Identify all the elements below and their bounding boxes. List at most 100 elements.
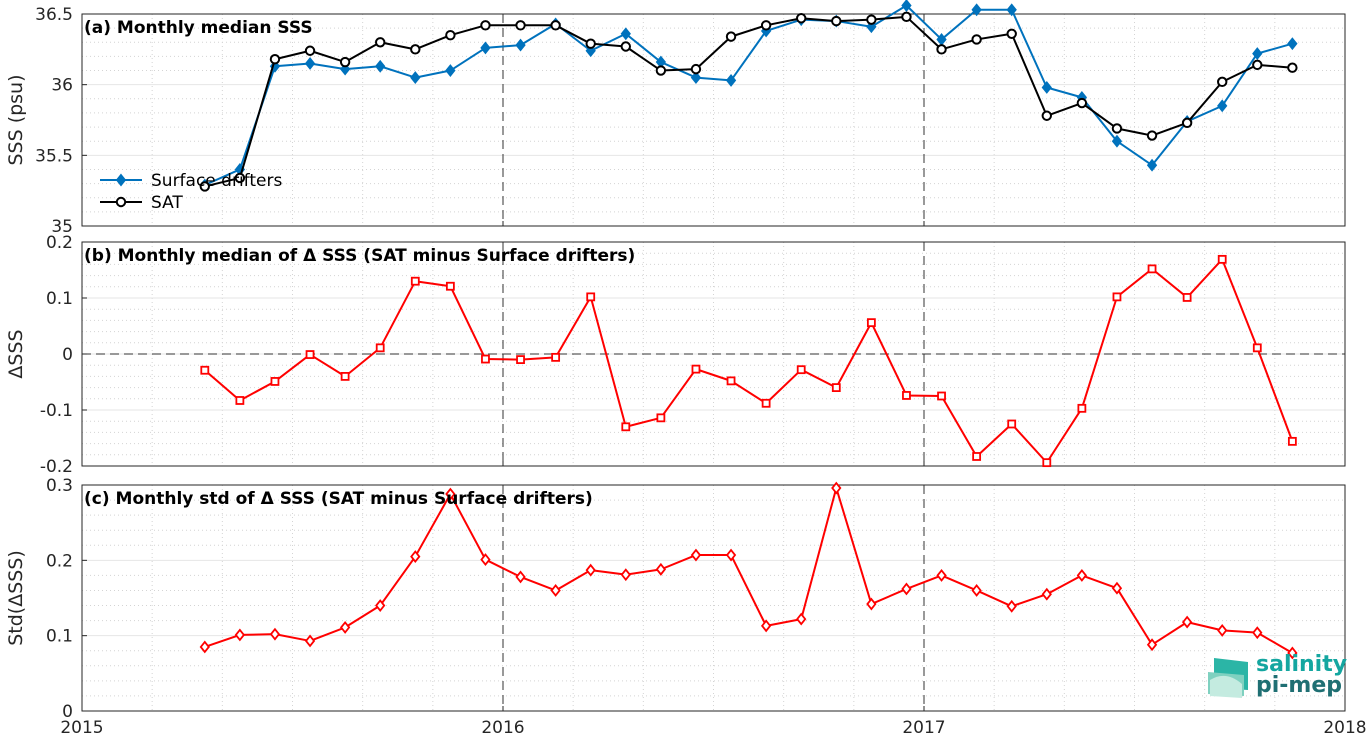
series-delta-sss [199, 481, 1298, 660]
data-point [550, 584, 561, 597]
data-point [937, 391, 946, 401]
panels: 35 35.5 36 36.5 SSS (psu) (a) Monthly median … [5, 0, 1367, 738]
data-point [760, 619, 772, 633]
data-point [1077, 403, 1087, 413]
data-point [410, 276, 420, 286]
data-point [901, 582, 912, 596]
data-point [936, 44, 947, 55]
y-tick-label: 35.5 [35, 146, 73, 166]
panel-title: (b) Monthly median of Δ SSS (SAT minus S… [84, 246, 635, 266]
data-point [831, 15, 842, 27]
data-point [515, 20, 526, 31]
data-point [726, 376, 736, 386]
data-point [410, 71, 421, 85]
data-point [199, 181, 210, 192]
data-point [1041, 110, 1052, 121]
data-point [375, 59, 386, 73]
series-line [204, 487, 1293, 654]
data-point [1147, 264, 1157, 274]
y-tick-label: 35 [51, 217, 73, 237]
data-point [620, 27, 631, 41]
data-point [480, 20, 491, 31]
y-tick-label: -0.1 [40, 401, 73, 421]
data-point [304, 45, 316, 56]
data-point [1181, 117, 1193, 129]
y-tick-label: 0.1 [46, 289, 73, 309]
data-point [1217, 623, 1228, 637]
data-point [270, 377, 280, 386]
data-point [796, 13, 807, 24]
y-tick-label: 36 [51, 76, 73, 96]
data-point [1041, 81, 1052, 94]
y-tick-label: -0.2 [40, 457, 73, 477]
series-delta-sss [200, 254, 1297, 468]
series-line [204, 15, 1293, 188]
data-point [796, 612, 807, 626]
data-point [1252, 59, 1263, 71]
data-point [901, 0, 912, 12]
data-point [1041, 587, 1052, 601]
data-point [1111, 123, 1123, 134]
data-point [655, 65, 667, 76]
data-point [1252, 343, 1262, 353]
data-point [1006, 3, 1017, 17]
data-point [480, 41, 491, 55]
data-point [866, 14, 877, 25]
data-point [831, 481, 842, 495]
logo-text-salinity: salinity [1256, 652, 1347, 677]
data-point [339, 56, 351, 68]
data-point [1181, 615, 1193, 629]
data-point [691, 364, 701, 374]
data-point [1287, 646, 1298, 660]
data-point [340, 371, 350, 381]
data-point [304, 634, 316, 648]
data-point [621, 422, 631, 432]
chart-panel-2: -0.2 -0.1 0 0.1 0.2 ΔSSS (b) Monthly median of… [5, 233, 1346, 477]
data-point [1252, 47, 1263, 61]
y-axis-label: SSS (psu) [5, 74, 27, 165]
data-point [866, 597, 877, 611]
legend-label: SAT [151, 193, 183, 213]
data-point [1112, 292, 1122, 302]
data-point [445, 487, 456, 501]
data-point [410, 550, 421, 564]
legend-label: Surface drifters [151, 171, 282, 191]
data-point [1006, 599, 1017, 613]
data-point [1252, 626, 1263, 640]
series-line [204, 4, 1293, 186]
data-point [234, 628, 246, 642]
y-tick-label: 0.2 [46, 233, 73, 253]
data-point [902, 391, 911, 400]
data-point [725, 31, 737, 42]
y-axis-label: ΔSSS [5, 329, 27, 378]
data-point [586, 292, 596, 302]
axes-box [81, 484, 1346, 712]
data-point [480, 553, 491, 567]
data-point [200, 365, 210, 375]
data-point [516, 355, 525, 365]
y-tick-label: 0 [62, 702, 73, 722]
data-point [761, 398, 771, 408]
data-point [796, 365, 806, 375]
minor-grid [82, 14, 1345, 226]
y-tick-label: 0.2 [46, 551, 73, 571]
data-point [690, 71, 702, 85]
data-point [550, 20, 561, 31]
data-point [551, 352, 561, 362]
data-point [1146, 130, 1158, 141]
panel-title: (a) Monthly median SSS [84, 18, 313, 38]
x-tick-label: 2015 [60, 718, 103, 738]
data-point [1111, 581, 1123, 595]
data-point [1146, 158, 1158, 172]
data-point [620, 41, 631, 52]
data-point [1007, 419, 1017, 429]
data-point [1146, 638, 1158, 652]
data-point [269, 627, 281, 641]
data-point [445, 64, 456, 77]
y-axis-label: Std(ΔSSS) [5, 550, 27, 646]
data-point [1076, 97, 1088, 109]
chart-panel-3: 0 0.1 0.2 0.3 2015 2016 2017 2018 Std(ΔSSS) (c) M… [5, 476, 1367, 738]
data-point [235, 396, 245, 405]
